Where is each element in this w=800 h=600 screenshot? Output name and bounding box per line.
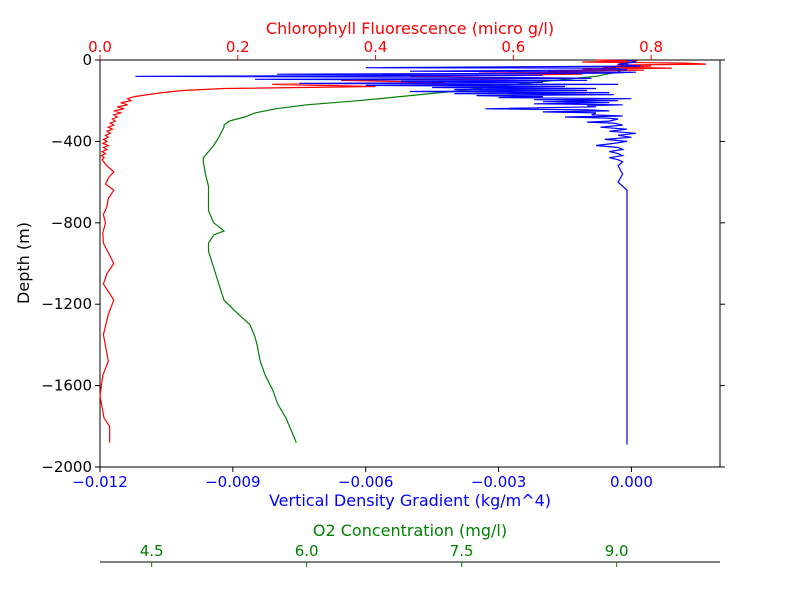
plot-frame [99,59,721,468]
chlorophyll-ticks: 0.0 0.2 0.4 0.6 0.8 [88,38,663,60]
chlorophyll-tick-label: 0.6 [501,38,525,56]
density-tick-label: 0.000 [610,473,653,491]
chlorophyll-line [99,59,707,443]
y-tick-label: −2000 [41,458,92,476]
y-axis-label: Depth (m) [14,222,33,304]
density-tick-label: −0.003 [471,473,527,491]
series-layer [99,59,707,445]
density-ticks: −0.012 −0.009 −0.006 −0.003 0.000 [72,467,653,491]
chlorophyll-tick-label: 0.2 [226,38,250,56]
density-axis-label: Vertical Density Gradient (kg/m^4) [269,491,551,510]
y-tick-label: 0 [82,51,92,69]
oxygen-line [202,60,628,443]
oxygen-tick-label: 9.0 [605,542,629,560]
density-tick-label: −0.009 [205,473,261,491]
chlorophyll-tick-label: 0.0 [88,38,112,56]
y-tick-label: −400 [51,132,92,150]
oxygen-tick-label: 6.0 [295,542,319,560]
chlorophyll-axis-label: Chlorophyll Fluorescence (micro g/l) [266,19,554,38]
density-tick-label: −0.012 [72,473,128,491]
y-tick-label: −1200 [41,295,92,313]
y-ticks: 0 −400 −800 −1200 −1600 −2000 [41,51,725,476]
oxygen-tick-label: 4.5 [140,542,164,560]
oxygen-tick-label: 7.5 [450,542,474,560]
oxygen-ticks: 4.5 6.0 7.5 9.0 [140,542,629,567]
oxygen-axis-label: O2 Concentration (mg/l) [313,521,507,540]
density-tick-label: −0.006 [338,473,394,491]
chlorophyll-tick-label: 0.4 [364,38,388,56]
chlorophyll-tick-label: 0.8 [639,38,663,56]
y-tick-label: −800 [51,214,92,232]
density-line [135,59,641,445]
y-tick-label: −1600 [41,377,92,395]
